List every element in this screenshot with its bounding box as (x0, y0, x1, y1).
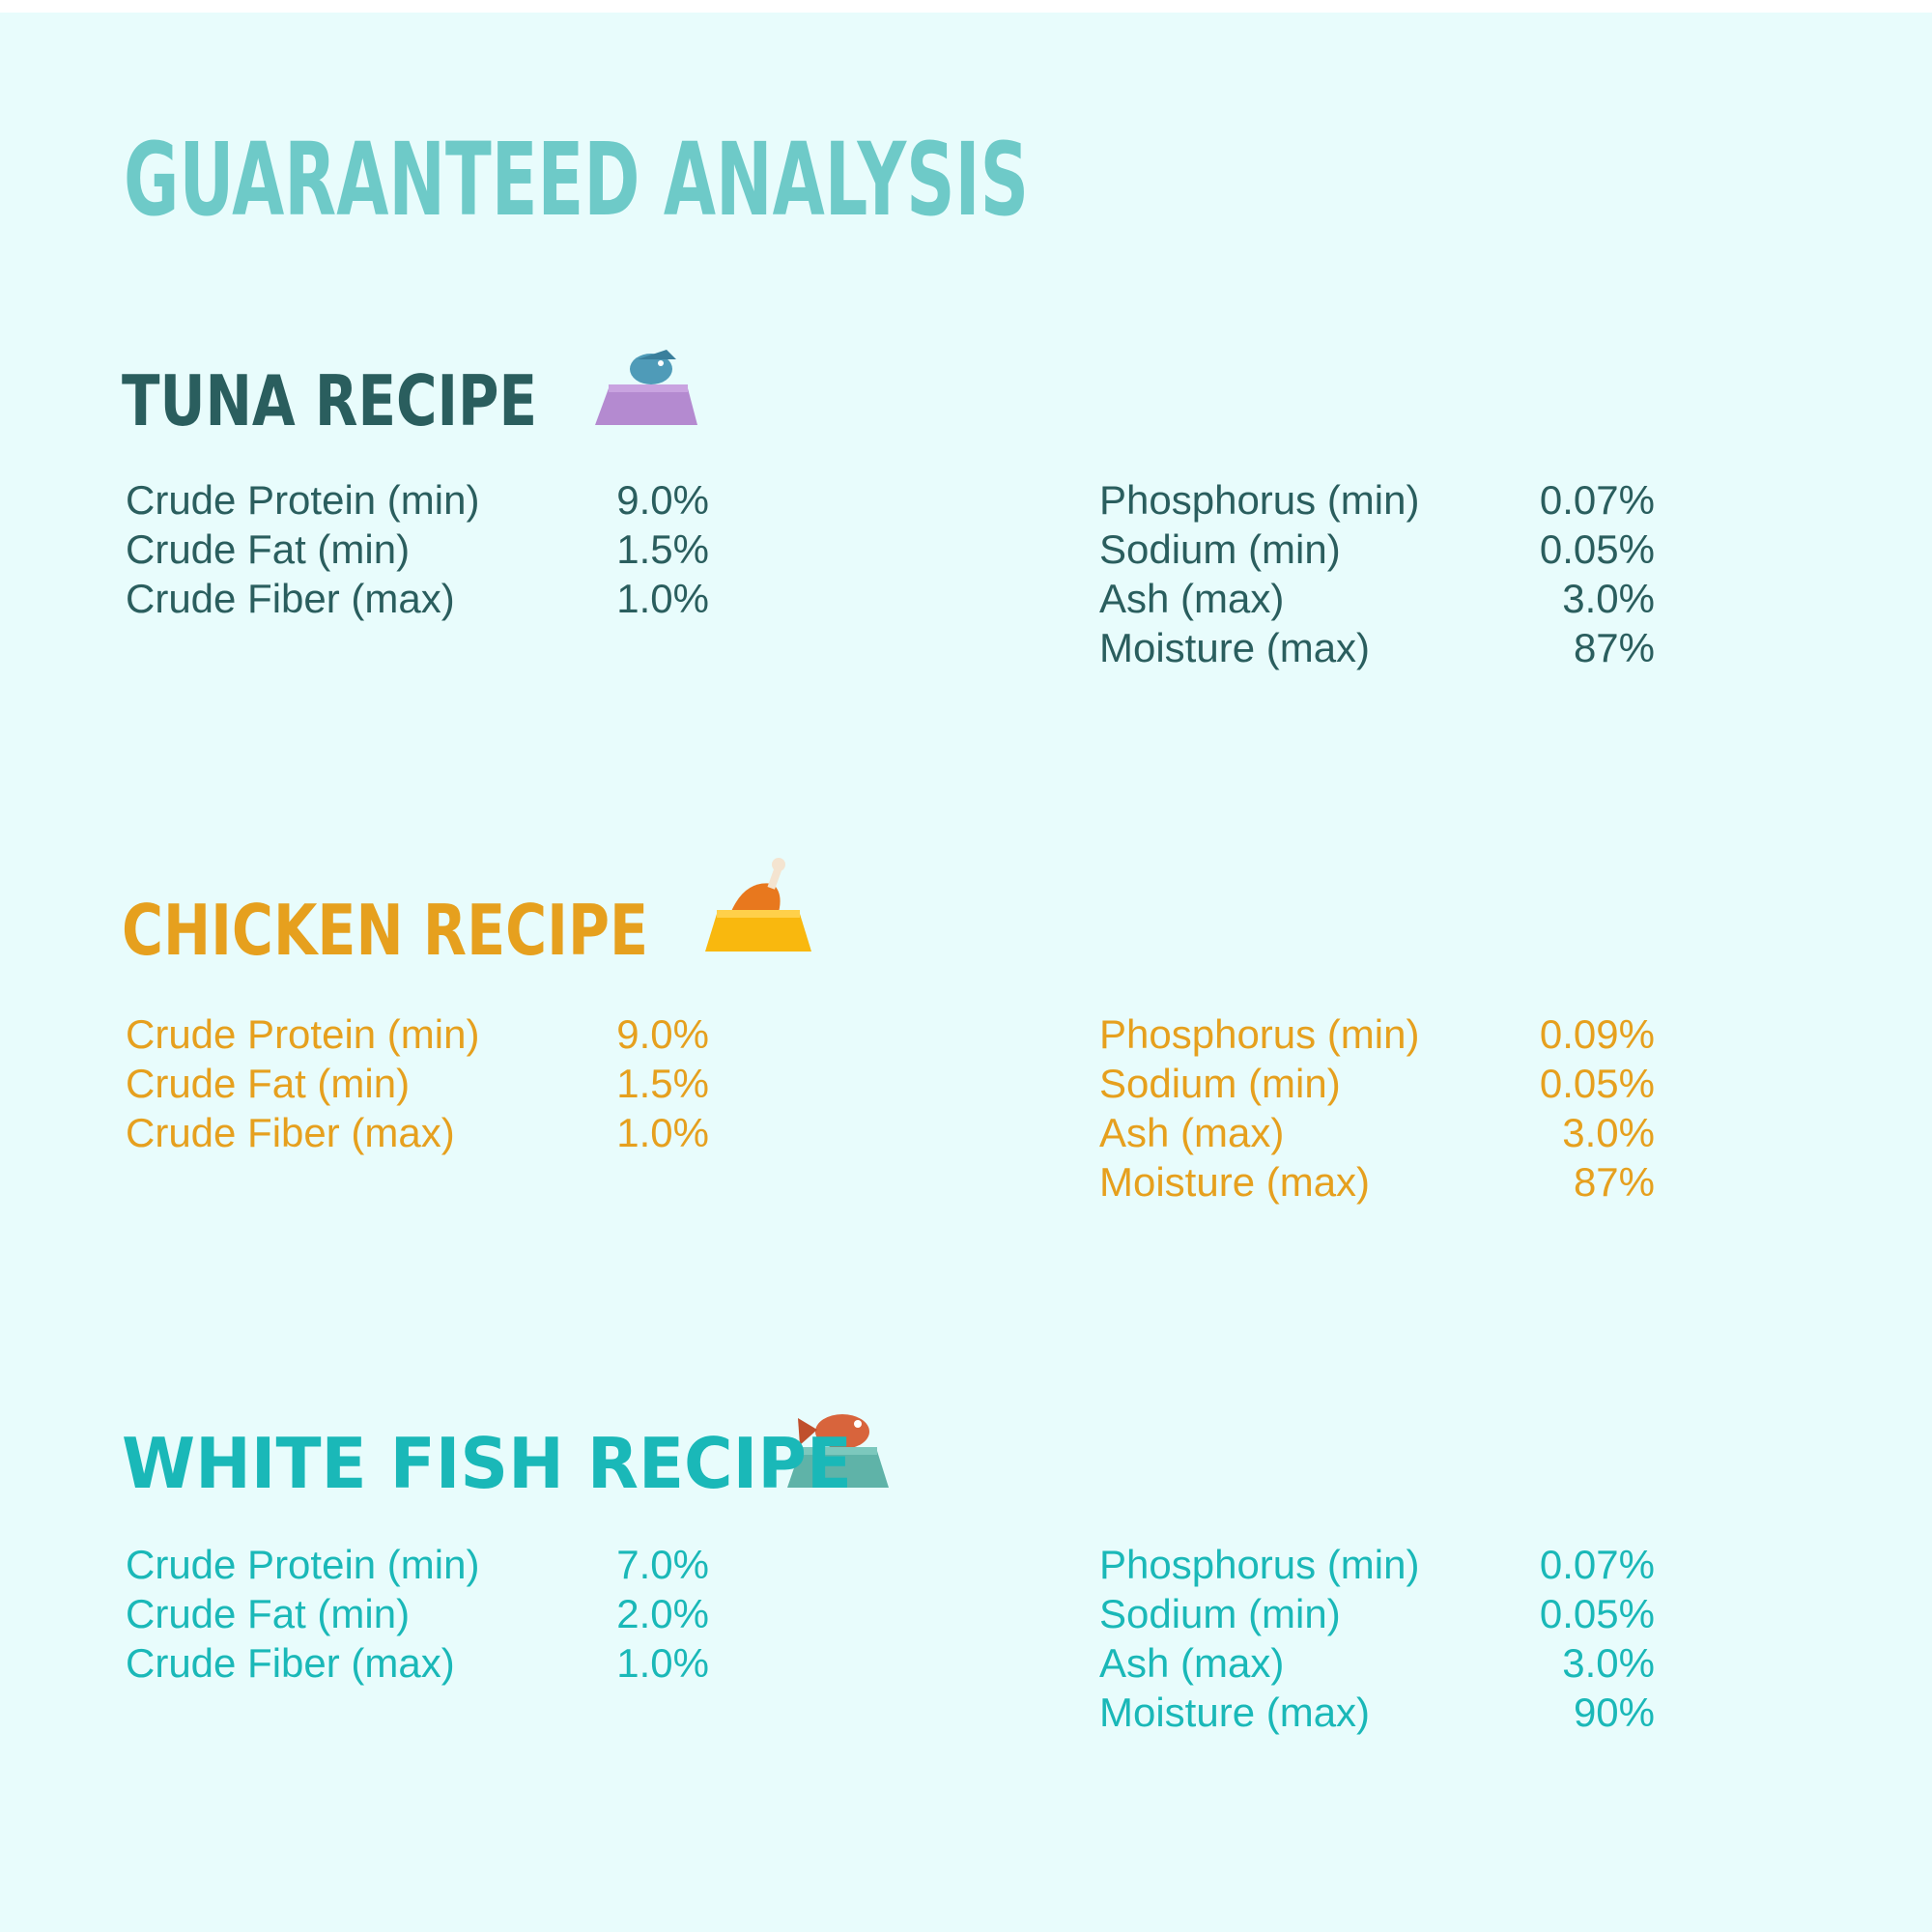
nutrient-value: 9.0% (616, 1011, 709, 1057)
nutrient-value: 3.0% (1562, 1640, 1655, 1686)
nutrient-label: Crude Fiber (max) (126, 576, 455, 621)
background (0, 13, 1932, 1932)
nutrient-label: Crude Fiber (max) (126, 1110, 455, 1155)
nutrient-label: Moisture (max) (1099, 1159, 1370, 1205)
nutrient-label: Phosphorus (min) (1099, 1011, 1419, 1057)
nutrient-label: Crude Protein (min) (126, 1542, 479, 1587)
tuna-bowl-icon (595, 350, 697, 425)
nutrient-value: 1.0% (616, 576, 709, 621)
nutrient-value: 1.0% (616, 1110, 709, 1155)
nutrient-value: 87% (1574, 625, 1655, 670)
nutrient-value: 0.05% (1540, 526, 1655, 572)
nutrient-value: 7.0% (616, 1542, 709, 1587)
nutrient-value: 1.5% (616, 1061, 709, 1106)
nutrient-value: 0.05% (1540, 1591, 1655, 1636)
section-heading: CHICKEN RECIPE (122, 890, 648, 971)
nutrient-label: Crude Fiber (max) (126, 1640, 455, 1686)
nutrient-value: 0.05% (1540, 1061, 1655, 1106)
nutrient-label: Moisture (max) (1099, 625, 1370, 670)
nutrient-value: 3.0% (1562, 1110, 1655, 1155)
nutrient-label: Phosphorus (min) (1099, 1542, 1419, 1587)
chicken-bowl-icon (705, 858, 811, 952)
nutrient-value: 87% (1574, 1159, 1655, 1205)
nutrient-value: 90% (1574, 1690, 1655, 1735)
nutrient-label: Phosphorus (min) (1099, 477, 1419, 523)
page-title: GUARANTEED ANALYSIS (124, 121, 1029, 239)
nutrient-label: Sodium (min) (1099, 1591, 1341, 1636)
nutrient-value: 1.5% (616, 526, 709, 572)
nutrient-value: 2.0% (616, 1591, 709, 1636)
nutrient-value: 1.0% (616, 1640, 709, 1686)
nutrient-value: 3.0% (1562, 576, 1655, 621)
nutrient-value: 0.09% (1540, 1011, 1655, 1057)
nutrient-label: Sodium (min) (1099, 526, 1341, 572)
nutrient-value: 0.07% (1540, 1542, 1655, 1587)
nutrient-label: Ash (max) (1099, 1110, 1284, 1155)
section-heading: WHITE FISH RECIPE (122, 1423, 852, 1504)
nutrient-label: Crude Protein (min) (126, 1011, 479, 1057)
section-heading: TUNA RECIPE (122, 360, 537, 441)
white-fish-bowl-icon (787, 1414, 889, 1488)
nutrient-label: Ash (max) (1099, 576, 1284, 621)
nutrient-label: Sodium (min) (1099, 1061, 1341, 1106)
nutrient-label: Crude Fat (min) (126, 1591, 410, 1636)
nutrient-label: Crude Fat (min) (126, 526, 410, 572)
nutrient-label: Moisture (max) (1099, 1690, 1370, 1735)
nutrient-label: Crude Fat (min) (126, 1061, 410, 1106)
nutrient-label: Ash (max) (1099, 1640, 1284, 1686)
nutrient-value: 9.0% (616, 477, 709, 523)
nutrient-label: Crude Protein (min) (126, 477, 479, 523)
nutrient-value: 0.07% (1540, 477, 1655, 523)
